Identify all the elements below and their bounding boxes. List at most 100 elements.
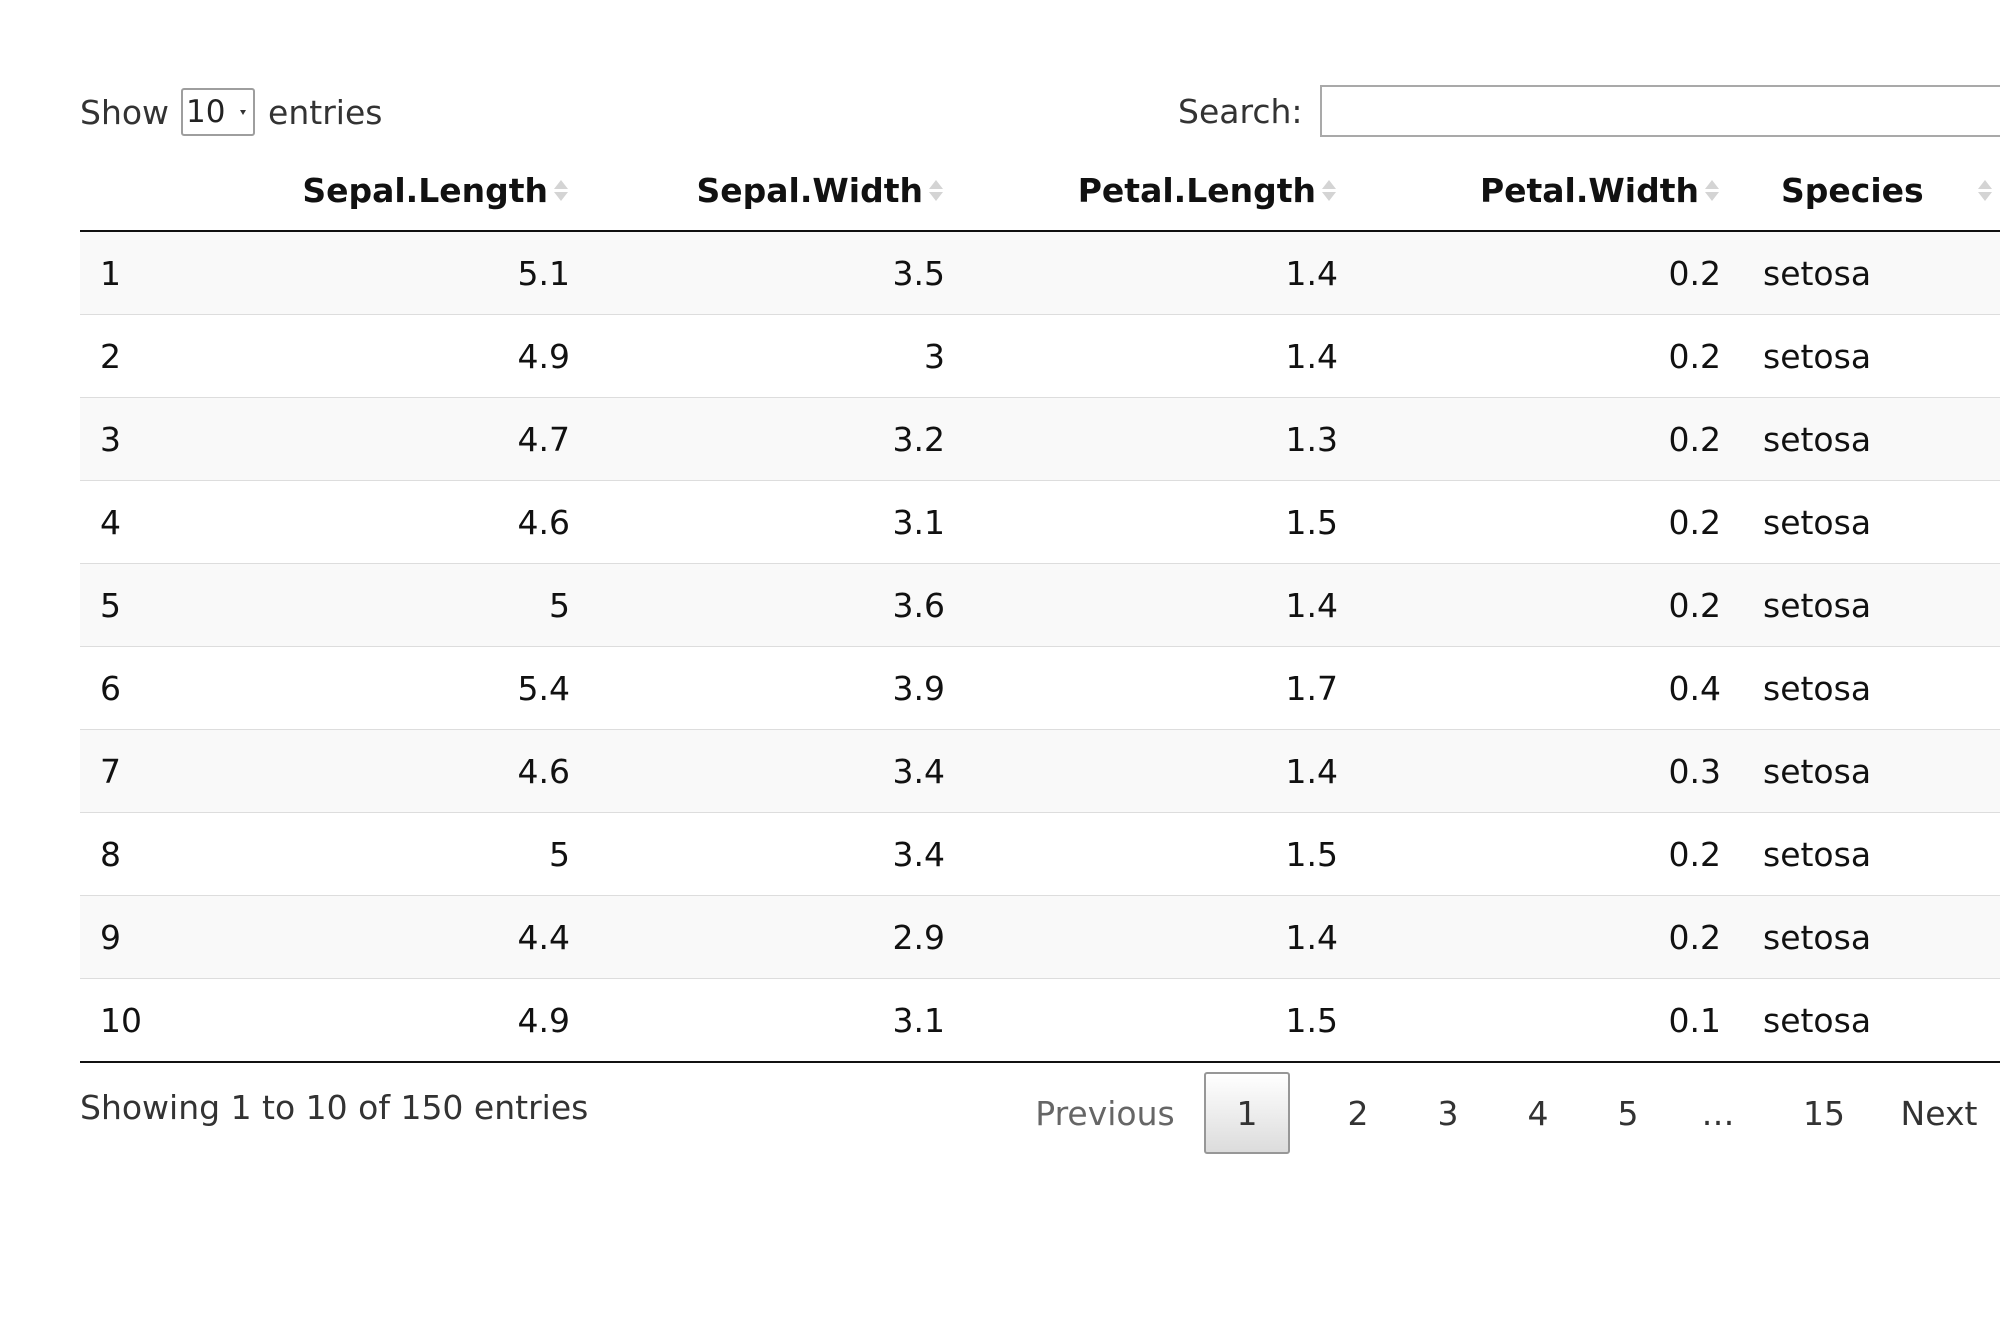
pagination-ellipsis: … bbox=[1701, 1093, 1735, 1133]
cell-index: 3 bbox=[80, 397, 205, 481]
cell-species: setosa bbox=[1721, 729, 2000, 813]
cell-species: setosa bbox=[1721, 397, 2000, 481]
cell-petal-length: 1.4 bbox=[945, 314, 1338, 398]
cell-index: 2 bbox=[80, 314, 205, 398]
cell-sepal-length: 5 bbox=[205, 812, 570, 896]
cell-sepal-length: 4.4 bbox=[205, 895, 570, 979]
datatable-wrapper: Show 10 entries Search: Sepal.Length bbox=[80, 0, 2000, 1321]
pagination-page-4-button[interactable]: 4 bbox=[1527, 1093, 1549, 1133]
cell-petal-length: 1.4 bbox=[945, 231, 1338, 315]
table-row: 8 5 3.4 1.5 0.2 setosa bbox=[80, 812, 2000, 896]
column-header-sepal-width[interactable]: Sepal.Width bbox=[570, 150, 945, 232]
cell-species: setosa bbox=[1721, 314, 2000, 398]
table-row: 5 5 3.6 1.4 0.2 setosa bbox=[80, 563, 2000, 647]
search-control: Search: bbox=[1178, 84, 2000, 138]
cell-petal-length: 1.4 bbox=[945, 729, 1338, 813]
pagination-page-1-button[interactable]: 1 bbox=[1204, 1072, 1290, 1154]
cell-index: 1 bbox=[80, 231, 205, 315]
cell-sepal-width: 3 bbox=[570, 314, 945, 398]
cell-sepal-width: 3.6 bbox=[570, 563, 945, 647]
column-header-label: Species bbox=[1781, 170, 1924, 210]
page-length-value: 10 bbox=[186, 94, 226, 130]
table-row: 9 4.4 2.9 1.4 0.2 setosa bbox=[80, 895, 2000, 979]
column-header-petal-length[interactable]: Petal.Length bbox=[945, 150, 1338, 232]
cell-sepal-length: 4.9 bbox=[205, 314, 570, 398]
column-header-label: Petal.Width bbox=[1479, 170, 1699, 210]
table-row: 3 4.7 3.2 1.3 0.2 setosa bbox=[80, 397, 2000, 481]
cell-petal-width: 0.2 bbox=[1338, 480, 1721, 564]
cell-sepal-width: 2.9 bbox=[570, 895, 945, 979]
pagination-next-button[interactable]: Next bbox=[1900, 1093, 1978, 1133]
cell-sepal-width: 3.1 bbox=[570, 480, 945, 564]
cell-index: 7 bbox=[80, 729, 205, 813]
cell-petal-length: 1.5 bbox=[945, 978, 1338, 1063]
cell-petal-length: 1.7 bbox=[945, 646, 1338, 730]
cell-sepal-length: 4.9 bbox=[205, 978, 570, 1063]
column-header-species[interactable]: Species bbox=[1721, 150, 2000, 232]
table-header-row: Sepal.Length Sepal.Width Petal.Length Pe… bbox=[80, 150, 2000, 232]
sort-both-icon bbox=[1978, 179, 1992, 201]
table-row: 10 4.9 3.1 1.5 0.1 setosa bbox=[80, 978, 2000, 1063]
cell-species: setosa bbox=[1721, 895, 2000, 979]
cell-species: setosa bbox=[1721, 563, 2000, 647]
table-row: 7 4.6 3.4 1.4 0.3 setosa bbox=[80, 729, 2000, 813]
cell-index: 10 bbox=[80, 978, 205, 1063]
cell-index: 5 bbox=[80, 563, 205, 647]
cell-petal-length: 1.5 bbox=[945, 480, 1338, 564]
cell-petal-width: 0.2 bbox=[1338, 563, 1721, 647]
cell-petal-width: 0.2 bbox=[1338, 812, 1721, 896]
cell-petal-width: 0.1 bbox=[1338, 978, 1721, 1063]
page-length-control: Show 10 entries bbox=[80, 86, 382, 138]
cell-sepal-width: 3.4 bbox=[570, 812, 945, 896]
cell-sepal-length: 5.4 bbox=[205, 646, 570, 730]
sort-both-icon bbox=[1705, 179, 1719, 201]
cell-petal-width: 0.4 bbox=[1338, 646, 1721, 730]
table-row: 2 4.9 3 1.4 0.2 setosa bbox=[80, 314, 2000, 398]
cell-petal-length: 1.5 bbox=[945, 812, 1338, 896]
cell-index: 6 bbox=[80, 646, 205, 730]
column-header-index bbox=[80, 150, 205, 232]
entries-label: entries bbox=[268, 92, 383, 132]
data-table: Sepal.Length Sepal.Width Petal.Length Pe… bbox=[80, 150, 2000, 1063]
cell-petal-width: 0.2 bbox=[1338, 895, 1721, 979]
page-length-select[interactable]: 10 bbox=[181, 88, 256, 136]
cell-petal-width: 0.2 bbox=[1338, 231, 1721, 315]
cell-petal-width: 0.2 bbox=[1338, 397, 1721, 481]
cell-species: setosa bbox=[1721, 231, 2000, 315]
column-header-sepal-length[interactable]: Sepal.Length bbox=[205, 150, 570, 232]
cell-sepal-length: 4.6 bbox=[205, 729, 570, 813]
pagination-page-5-button[interactable]: 5 bbox=[1617, 1093, 1639, 1133]
table-info: Showing 1 to 10 of 150 entries bbox=[80, 1088, 589, 1127]
pagination-page-2-button[interactable]: 2 bbox=[1347, 1093, 1369, 1133]
search-input[interactable] bbox=[1319, 85, 2000, 137]
show-label: Show bbox=[80, 92, 170, 132]
cell-petal-width: 0.3 bbox=[1338, 729, 1721, 813]
column-header-label: Sepal.Length bbox=[302, 170, 548, 210]
cell-petal-length: 1.3 bbox=[945, 397, 1338, 481]
cell-sepal-width: 3.4 bbox=[570, 729, 945, 813]
pagination-previous-button[interactable]: Previous bbox=[1035, 1093, 1175, 1133]
cell-sepal-width: 3.2 bbox=[570, 397, 945, 481]
search-label: Search: bbox=[1178, 91, 1303, 131]
cell-sepal-length: 5.1 bbox=[205, 231, 570, 315]
sort-both-icon bbox=[929, 179, 943, 201]
cell-petal-length: 1.4 bbox=[945, 563, 1338, 647]
cell-species: setosa bbox=[1721, 978, 2000, 1063]
pagination-page-15-button[interactable]: 15 bbox=[1803, 1093, 1845, 1133]
column-header-label: Sepal.Width bbox=[696, 170, 924, 210]
table-row: 4 4.6 3.1 1.5 0.2 setosa bbox=[80, 480, 2000, 564]
column-header-label: Petal.Length bbox=[1077, 170, 1316, 210]
chevron-down-icon bbox=[233, 90, 253, 134]
cell-species: setosa bbox=[1721, 646, 2000, 730]
pagination: Previous 1 2 3 4 5 … 15 Next bbox=[1020, 1070, 1999, 1156]
pagination-page-3-button[interactable]: 3 bbox=[1437, 1093, 1459, 1133]
table-row: 6 5.4 3.9 1.7 0.4 setosa bbox=[80, 646, 2000, 730]
cell-index: 4 bbox=[80, 480, 205, 564]
table-body: 1 5.1 3.5 1.4 0.2 setosa 2 4.9 3 1.4 0.2… bbox=[80, 231, 2000, 1063]
column-header-petal-width[interactable]: Petal.Width bbox=[1338, 150, 1721, 232]
cell-index: 8 bbox=[80, 812, 205, 896]
sort-both-icon bbox=[1322, 179, 1336, 201]
sort-both-icon bbox=[554, 179, 568, 201]
cell-petal-width: 0.2 bbox=[1338, 314, 1721, 398]
cell-sepal-length: 4.6 bbox=[205, 480, 570, 564]
